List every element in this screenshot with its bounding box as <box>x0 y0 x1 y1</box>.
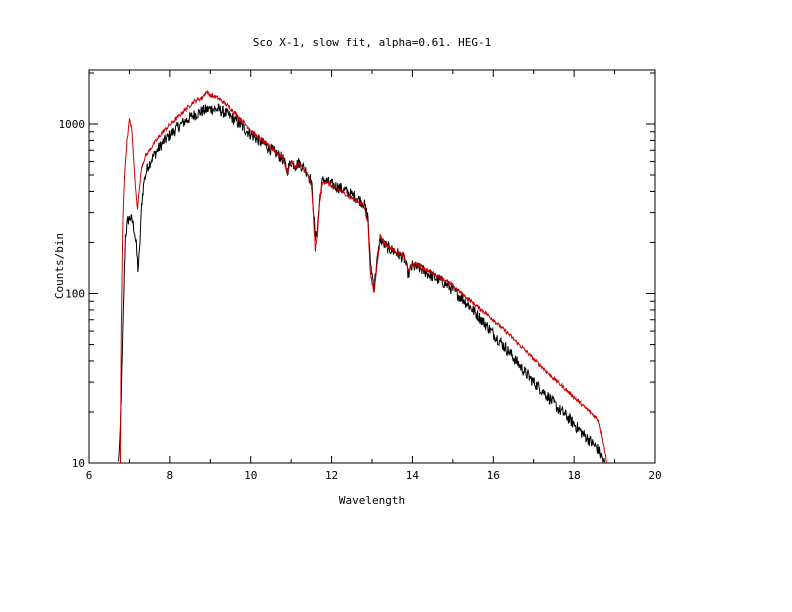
series-line-data <box>117 103 605 464</box>
x-tick-label: 8 <box>167 469 174 482</box>
series-line-model <box>120 89 607 464</box>
series-layer <box>117 89 607 464</box>
y-axis-ticks: 10 100 1000 <box>59 72 655 470</box>
x-axis-label: Wavelength <box>339 494 405 507</box>
x-tick-label: 6 <box>86 469 93 482</box>
y-axis-label: Counts/bin <box>53 233 66 299</box>
x-tick-label: 10 <box>244 469 257 482</box>
y-tick-label: 10 <box>72 457 85 470</box>
y-tick-label: 100 <box>65 288 85 301</box>
x-tick-label: 18 <box>568 469 581 482</box>
x-tick-label: 14 <box>406 469 420 482</box>
chart-title: Sco X-1, slow fit, alpha=0.61. HEG-1 <box>253 36 491 49</box>
y-tick-label: 1000 <box>59 118 86 131</box>
x-tick-label: 12 <box>325 469 338 482</box>
x-tick-label: 20 <box>648 469 661 482</box>
plot-frame <box>88 69 656 464</box>
x-axis-ticks: 6 8 10 12 14 16 18 20 <box>86 70 662 482</box>
x-tick-label: 16 <box>487 469 500 482</box>
